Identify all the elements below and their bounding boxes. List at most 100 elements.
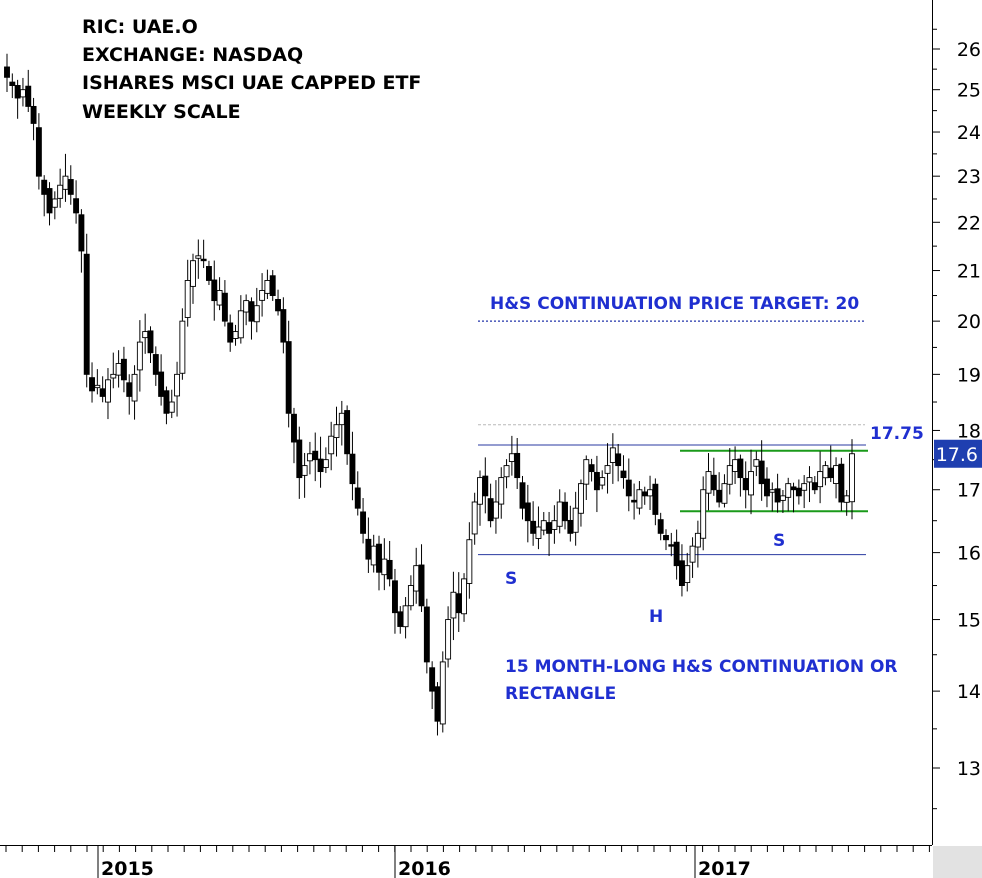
candle-body [636,489,643,509]
candle-body [57,184,64,199]
candle-body [625,479,632,497]
candle-body [402,605,409,628]
candle [748,449,754,515]
candle-body [168,401,175,413]
candle [572,491,579,546]
candle [328,421,335,471]
candle [482,457,489,514]
candle-body [83,253,90,375]
candle [205,260,212,286]
y-tick-label: 15 [957,610,981,632]
candle [259,273,266,317]
candle [604,443,611,494]
candle-body [322,459,329,468]
candle [753,451,760,477]
candle [57,168,64,208]
candle [817,451,824,504]
candle-body [620,470,627,479]
candle [423,598,430,674]
candle-body [285,341,292,414]
candle [301,452,308,498]
candle [779,490,786,513]
candle [439,651,446,733]
candle [567,505,574,542]
candle [211,260,218,321]
candle-body [556,501,563,527]
candle [35,113,42,190]
candle [588,458,595,482]
candle [583,455,590,501]
ric-label: RIC: UAE.O [82,16,198,38]
candle [620,455,627,489]
candle [89,362,95,403]
candle-body [769,489,776,493]
candle-body [790,486,797,491]
candle-body [376,543,382,573]
candle [221,280,228,327]
candle [147,326,154,363]
candle [689,537,696,578]
candle-body [306,453,313,462]
candle-body [105,379,111,403]
candle [466,522,473,599]
candle-body [530,520,537,534]
candle [333,406,340,457]
candle-body [354,487,361,509]
candle [269,270,276,301]
candle-body [540,520,547,531]
candle-body [51,198,58,208]
candle [737,454,744,497]
candle-body [243,300,250,313]
candle [163,386,170,425]
candle-body [418,564,425,607]
candle-body [615,453,622,467]
candle-body [599,477,606,486]
neckline-level-label: 17.75 [870,424,924,444]
x-tick-label: 2017 [698,858,751,878]
candle [721,474,728,508]
candle-body [652,483,659,515]
head-label: H [649,607,664,627]
exchange-label: EXCHANGE: NASDAQ [82,44,304,66]
candle [30,97,37,141]
candle [716,472,723,508]
candle [849,439,855,520]
candle [360,498,367,544]
candle [370,534,377,573]
candle [487,483,494,528]
candle-body [471,501,478,535]
candle-body [381,558,388,576]
candle-body [253,305,260,323]
candle-body [482,475,489,497]
candle [519,475,526,520]
candle [407,575,414,611]
candle [769,482,776,512]
candle-body [588,464,595,473]
candle-body [94,384,101,389]
candle-body [397,611,404,627]
candle-body [291,413,297,443]
candle-body [726,465,733,485]
candle [705,453,712,511]
candle-body [120,358,127,381]
candle-body [67,179,74,195]
candle [131,365,138,420]
candle [455,572,462,632]
candle-body [535,526,542,539]
candle-body [503,465,510,478]
candle [51,191,58,220]
candle-body [668,544,675,547]
last-price-text: 17.6 [936,444,978,466]
candle-body [806,477,813,483]
candle-body [423,606,430,663]
last-price-marker: 17.6 [934,439,982,468]
candle-body [461,578,467,615]
candle [700,476,707,551]
candle-body [817,471,824,488]
candle-body [434,686,441,722]
candle-body [498,477,505,505]
candle-body [221,292,228,322]
candle [275,289,281,316]
candle-body [301,465,308,476]
candle [227,314,234,352]
